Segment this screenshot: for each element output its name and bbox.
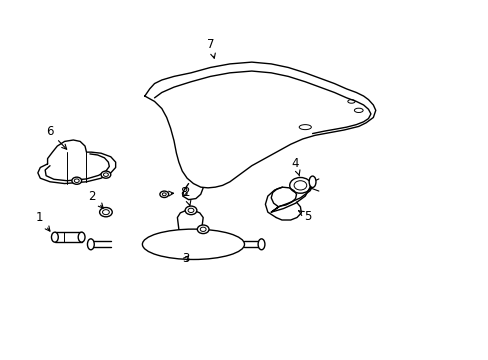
Text: 8: 8 <box>168 186 187 199</box>
Circle shape <box>72 177 81 184</box>
Ellipse shape <box>142 229 244 260</box>
Ellipse shape <box>78 232 85 242</box>
Circle shape <box>74 179 79 183</box>
Ellipse shape <box>299 125 311 130</box>
Text: 3: 3 <box>182 252 189 265</box>
Circle shape <box>197 225 208 234</box>
Circle shape <box>103 173 108 176</box>
Circle shape <box>185 206 197 215</box>
Ellipse shape <box>354 108 363 112</box>
Ellipse shape <box>87 239 94 250</box>
Circle shape <box>293 181 306 190</box>
Circle shape <box>100 207 112 217</box>
Circle shape <box>160 191 168 198</box>
Circle shape <box>289 177 310 193</box>
Text: 5: 5 <box>298 210 311 223</box>
Text: 6: 6 <box>46 125 66 149</box>
Bar <box>55 232 81 242</box>
Circle shape <box>162 193 166 196</box>
Ellipse shape <box>347 100 354 103</box>
Text: 2: 2 <box>182 186 190 206</box>
Circle shape <box>200 227 205 231</box>
Circle shape <box>101 171 111 178</box>
Ellipse shape <box>51 232 58 242</box>
Text: 4: 4 <box>291 157 299 176</box>
Text: 1: 1 <box>36 211 50 231</box>
Text: 7: 7 <box>206 38 215 58</box>
Text: 2: 2 <box>88 190 103 208</box>
Ellipse shape <box>308 176 315 188</box>
Ellipse shape <box>258 239 264 250</box>
Circle shape <box>102 210 109 215</box>
Circle shape <box>188 208 194 212</box>
